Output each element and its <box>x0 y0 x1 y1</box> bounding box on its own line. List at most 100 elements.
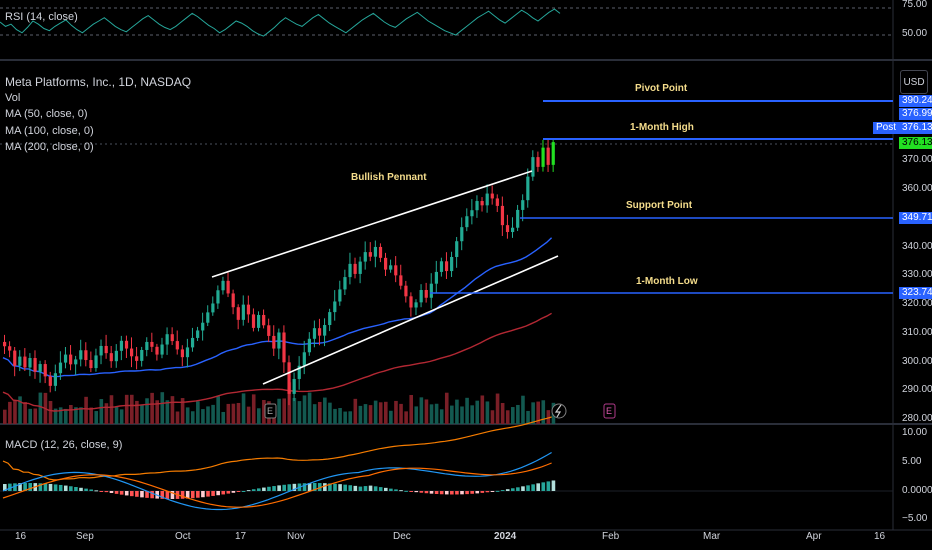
volume-bar <box>180 398 185 424</box>
volume-bar <box>536 401 540 424</box>
candle-body <box>226 280 230 294</box>
candle-body <box>546 147 550 165</box>
macd-histogram-bar <box>368 485 373 491</box>
ma50-label[interactable]: MA (50, close, 0) <box>5 108 88 120</box>
candles <box>3 139 555 406</box>
macd-histogram-bar <box>429 491 434 494</box>
macd-histogram-bar <box>404 490 408 492</box>
bullish-pennant-annotation[interactable]: Bullish Pennant <box>351 172 427 183</box>
candle-body <box>272 335 276 349</box>
volume-bar <box>226 403 231 424</box>
macd-histogram-bar <box>521 486 525 491</box>
volume-bar <box>480 395 485 424</box>
volume-bar <box>8 401 12 424</box>
price-tick: 310.00 <box>902 327 932 338</box>
volume-bar <box>170 396 175 424</box>
volume-bar <box>450 405 454 424</box>
earnings-event-marker-future[interactable] <box>603 403 616 419</box>
candle-body <box>196 330 200 338</box>
macd-histogram-bar <box>490 491 495 492</box>
volume-bar <box>424 399 429 424</box>
candle-body <box>500 205 505 226</box>
candle-body <box>541 147 545 167</box>
pivot-point-annotation[interactable]: Pivot Point <box>635 83 688 94</box>
macd-histogram-bar <box>328 483 332 491</box>
volume-bar <box>140 404 144 424</box>
volume-bar <box>323 397 327 424</box>
volume-bars <box>3 382 556 424</box>
macd-histogram-bar <box>130 491 134 497</box>
macd-histogram-bar <box>444 491 449 495</box>
volume-bar <box>236 402 241 424</box>
candle-body <box>297 365 301 379</box>
macd-histogram-bar <box>302 483 307 491</box>
macd-histogram-bar <box>74 486 78 491</box>
candle-body <box>58 362 63 374</box>
earnings-event-marker[interactable] <box>264 403 277 419</box>
price-tick: 290.00 <box>902 384 932 395</box>
candle-body <box>389 265 393 270</box>
ma100-label[interactable]: MA (100, close, 0) <box>5 125 94 137</box>
volume-bar <box>439 409 444 424</box>
post-market-price-tag: 376.13 <box>899 122 932 134</box>
macd-histogram-bar <box>536 483 540 491</box>
macd-histogram-bar <box>180 491 185 499</box>
month-low-annotation[interactable]: 1-Month Low <box>636 276 698 287</box>
macd-histogram-bar <box>353 485 358 491</box>
volume-label[interactable]: Vol <box>5 92 21 104</box>
candle-body <box>170 334 174 342</box>
candle-body <box>150 341 154 347</box>
macd-histogram-bar <box>378 487 383 491</box>
month-high-annotation[interactable]: 1-Month High <box>630 122 694 133</box>
candle-body <box>358 261 362 274</box>
macd-histogram-bar <box>201 491 205 498</box>
macd-histogram-bar <box>485 491 490 493</box>
time-tick: Nov <box>287 531 305 542</box>
volume-bar <box>58 407 63 424</box>
macd-histogram-bar <box>455 491 459 495</box>
time-tick: Feb <box>602 531 620 542</box>
macd-histogram-bar <box>500 490 505 492</box>
candle-body <box>521 200 525 210</box>
macd-histogram-bar <box>211 491 215 496</box>
pivot-price-tag: 390.24 <box>899 95 932 107</box>
candle-body <box>495 198 499 206</box>
volume-bar <box>389 410 393 424</box>
ma200-label[interactable]: MA (200, close, 0) <box>5 141 94 153</box>
currency-button[interactable]: USD <box>900 70 928 94</box>
macd-histogram-bar <box>516 487 520 491</box>
volume-bar <box>114 406 119 424</box>
volume-bar <box>175 411 180 424</box>
macd-histogram-bar <box>333 483 337 491</box>
macd-histogram-bar <box>551 480 556 491</box>
candle-body <box>287 362 291 394</box>
pennant-upper-line[interactable] <box>211 170 533 278</box>
pennant-lower-line[interactable] <box>262 255 559 385</box>
symbol-title[interactable]: Meta Platforms, Inc., 1D, NASDAQ <box>5 75 192 89</box>
candle-body <box>444 261 449 272</box>
rsi-label[interactable]: RSI (14, close) <box>5 11 78 23</box>
support-point-annotation[interactable]: Support Point <box>626 200 693 211</box>
macd-histogram-bar <box>267 486 271 491</box>
volume-bar <box>516 404 520 424</box>
split-event-icon[interactable] <box>551 403 567 419</box>
macd-histogram-bar <box>190 491 195 499</box>
volume-bar <box>282 398 286 424</box>
volume-bar <box>246 406 251 424</box>
macd-histogram-bar <box>226 491 231 494</box>
macd-histogram-bar <box>414 491 419 493</box>
candle-body <box>277 332 281 349</box>
price-tick: 300.00 <box>902 356 932 367</box>
volume-bar <box>475 400 480 424</box>
volume-bar <box>353 398 358 424</box>
macd-histogram-bar <box>312 483 317 491</box>
macd-histogram-bar <box>272 486 276 491</box>
time-tick: 16 <box>874 531 886 542</box>
macd-histogram-bar <box>292 483 297 491</box>
macd-label[interactable]: MACD (12, 26, close, 9) <box>5 439 123 451</box>
candle-body <box>338 289 342 302</box>
volume-bar <box>511 407 515 424</box>
volume-bar <box>546 410 551 424</box>
candle-body <box>175 341 179 350</box>
